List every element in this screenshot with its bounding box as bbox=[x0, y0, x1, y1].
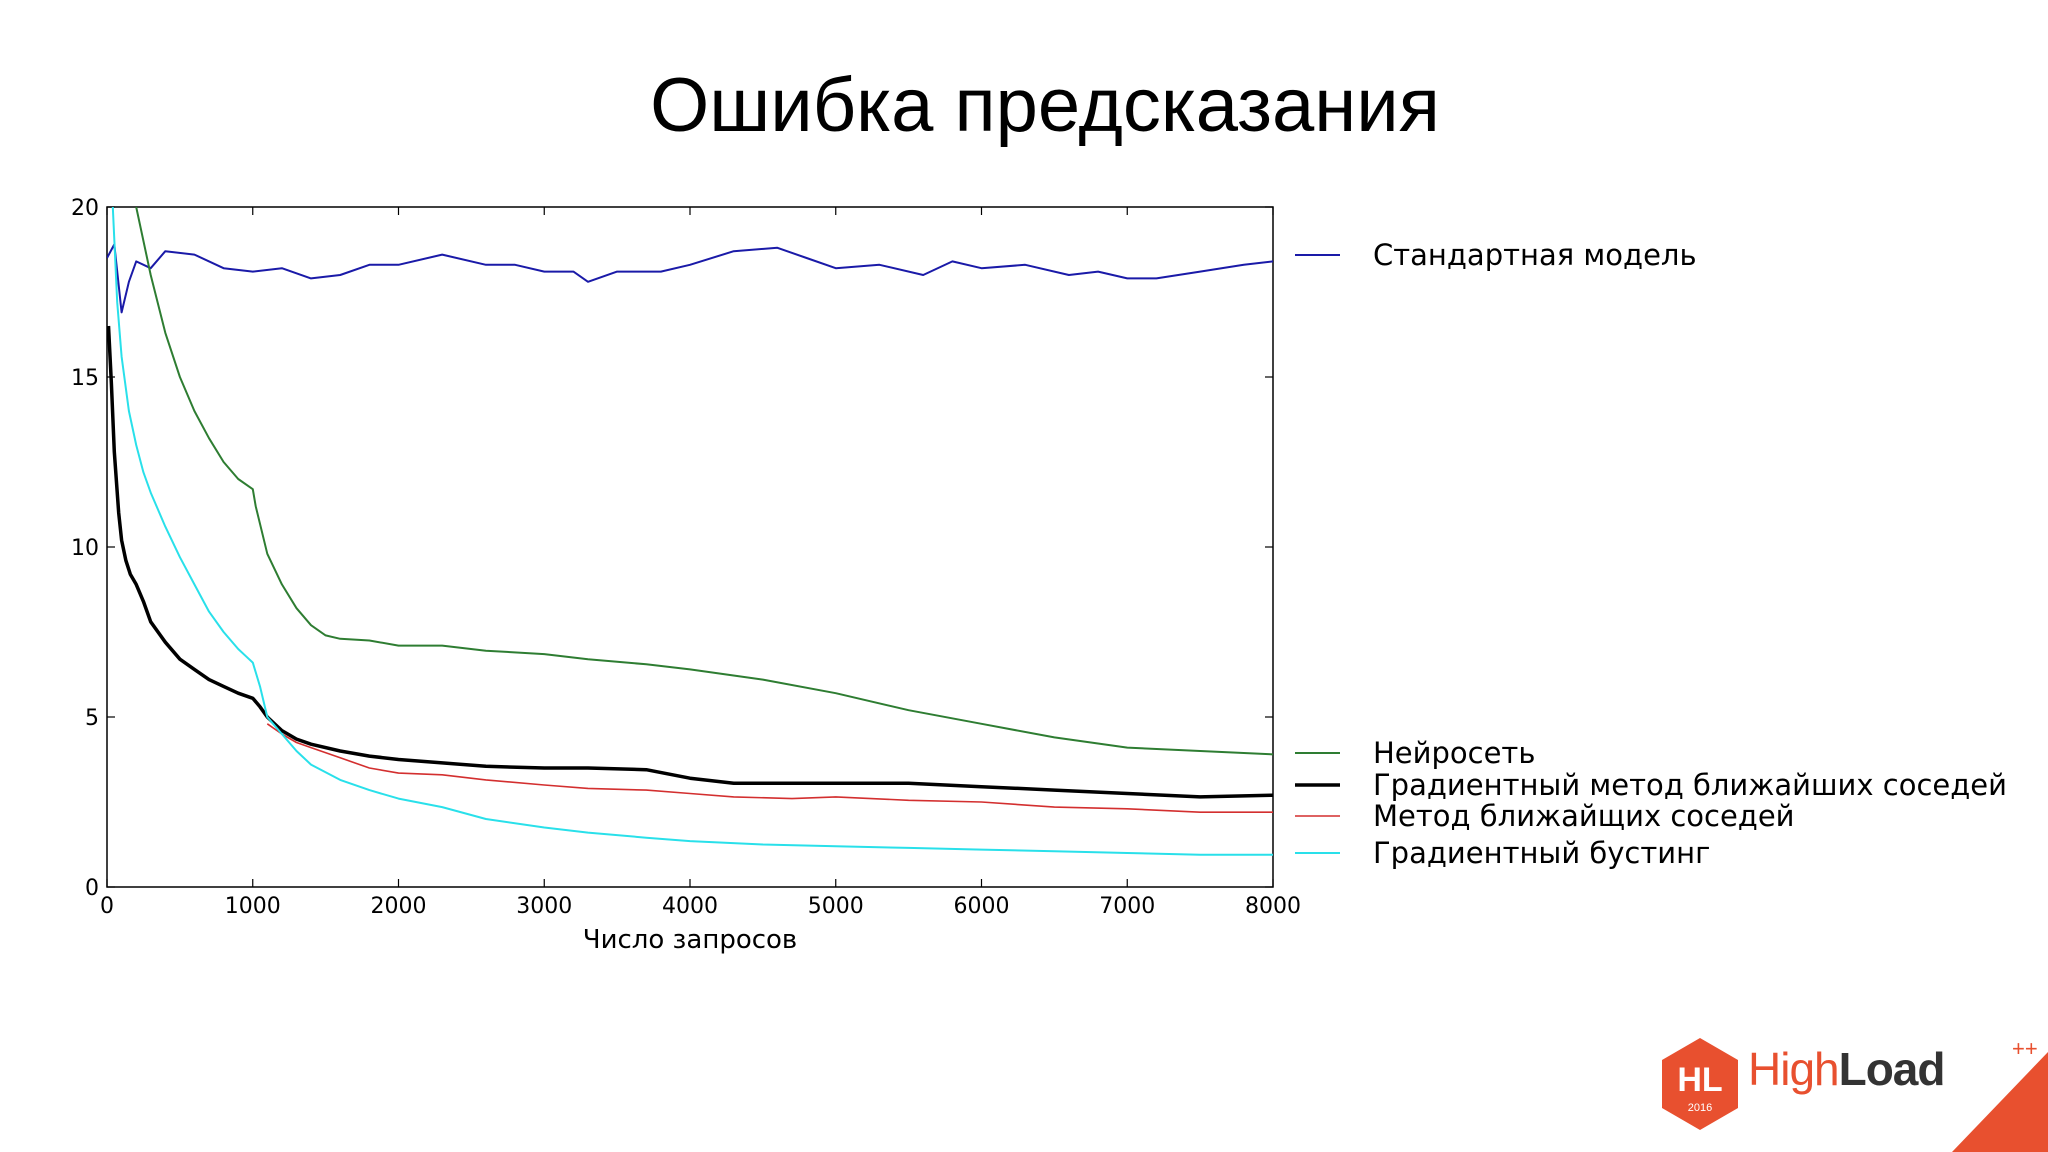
x-axis-label: Число запросов bbox=[583, 925, 798, 955]
series-line-2 bbox=[135, 207, 1273, 756]
x-tick-label: 2000 bbox=[371, 894, 427, 919]
x-tick-label: 4000 bbox=[662, 894, 718, 919]
highload-logo: HL 2016 HighLoad ++ bbox=[1656, 1028, 2048, 1152]
x-tick-label: 6000 bbox=[954, 894, 1010, 919]
legend-label-1: Стандартная модель bbox=[1373, 238, 1697, 272]
x-tick-label: 7000 bbox=[1099, 894, 1155, 919]
slide-title: Ошибка предсказания bbox=[650, 63, 1440, 148]
legend-label-5: Градиентный бустинг bbox=[1373, 836, 1710, 870]
legend-label-3: Градиентный метод ближайших соседей bbox=[1373, 768, 2007, 802]
legend-label-2: Нейросеть bbox=[1373, 736, 1535, 770]
y-tick-label: 20 bbox=[71, 196, 99, 221]
y-tick-label: 0 bbox=[85, 876, 99, 901]
x-tick-label: 1000 bbox=[225, 894, 281, 919]
logo-name-bold: Load bbox=[1838, 1043, 1946, 1095]
x-tick-label: 3000 bbox=[516, 894, 572, 919]
y-tick-label: 5 bbox=[85, 706, 99, 731]
x-tick-label: 5000 bbox=[808, 894, 864, 919]
x-tick-label: 8000 bbox=[1245, 894, 1301, 919]
y-tick-label: 15 bbox=[71, 366, 99, 391]
hl-hexagon-icon: HL 2016 bbox=[1662, 1038, 1738, 1130]
x-tick-label: 0 bbox=[100, 894, 114, 919]
series-line-4 bbox=[266, 723, 1273, 814]
logo-name-light: High bbox=[1748, 1043, 1840, 1095]
plot-frame bbox=[106, 206, 1274, 888]
logo-wordmark: HighLoad bbox=[1748, 1042, 1945, 1096]
corner-accent bbox=[1952, 1052, 2048, 1152]
series-line-1 bbox=[107, 243, 1273, 314]
logo-year: 2016 bbox=[1688, 1102, 1712, 1114]
logo-mark: HL bbox=[1677, 1061, 1722, 1099]
series-line-3 bbox=[107, 325, 1273, 799]
legend-label-4: Метод ближайщих соседей bbox=[1373, 799, 1795, 833]
series-line-5 bbox=[111, 207, 1273, 856]
y-tick-label: 10 bbox=[71, 536, 99, 561]
